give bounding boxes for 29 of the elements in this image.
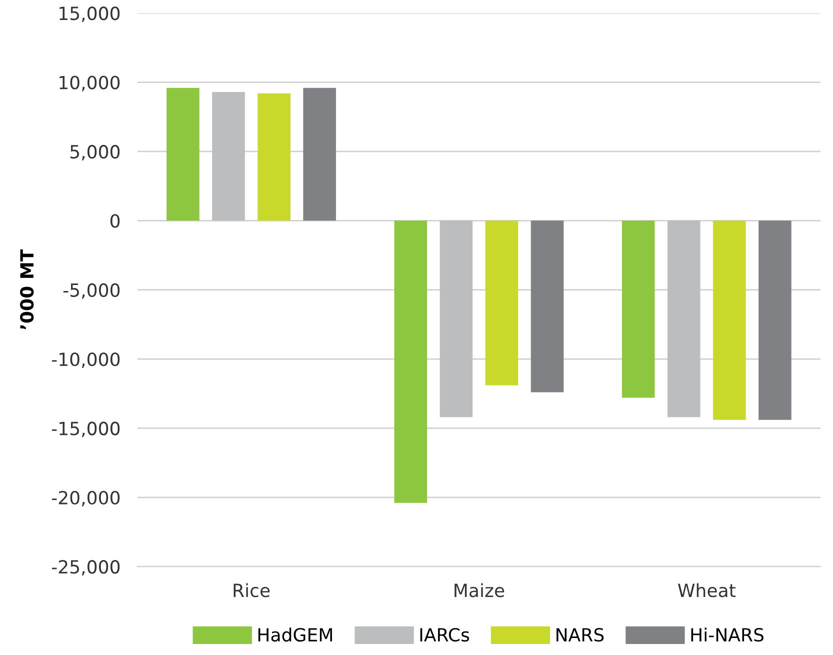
x-tick-label: Maize xyxy=(454,583,504,598)
y-tick-label: 0 xyxy=(110,214,120,228)
y-tick-label: 10,000 xyxy=(60,76,120,92)
y-tick-label: 15,000 xyxy=(60,6,120,22)
legend-label: Hi-NARS xyxy=(691,628,764,642)
x-tick-label: Rice xyxy=(234,583,270,598)
bar xyxy=(394,220,428,503)
legend-label: HadGEM xyxy=(258,628,332,642)
bar xyxy=(758,220,792,420)
y-tick-label: -25,000 xyxy=(52,560,120,576)
y-tick-label: 5,000 xyxy=(70,144,120,160)
bar xyxy=(212,92,245,221)
x-tick-label: Wheat xyxy=(678,583,736,598)
bar xyxy=(258,93,290,221)
bar xyxy=(485,220,518,386)
legend-label: NARS xyxy=(556,628,604,642)
y-axis-title: ’000 MT xyxy=(20,249,34,330)
bar xyxy=(530,220,564,392)
bar xyxy=(303,88,336,221)
bar xyxy=(166,88,200,221)
bar xyxy=(622,220,655,398)
bar xyxy=(713,220,746,420)
bar xyxy=(668,220,700,418)
bar xyxy=(440,220,473,418)
legend-label: IARCs xyxy=(420,628,470,642)
y-tick-label: -15,000 xyxy=(52,422,120,438)
y-tick-label: -20,000 xyxy=(52,490,120,506)
y-tick-label: -10,000 xyxy=(52,352,120,368)
y-tick-label: -5,000 xyxy=(63,283,120,299)
